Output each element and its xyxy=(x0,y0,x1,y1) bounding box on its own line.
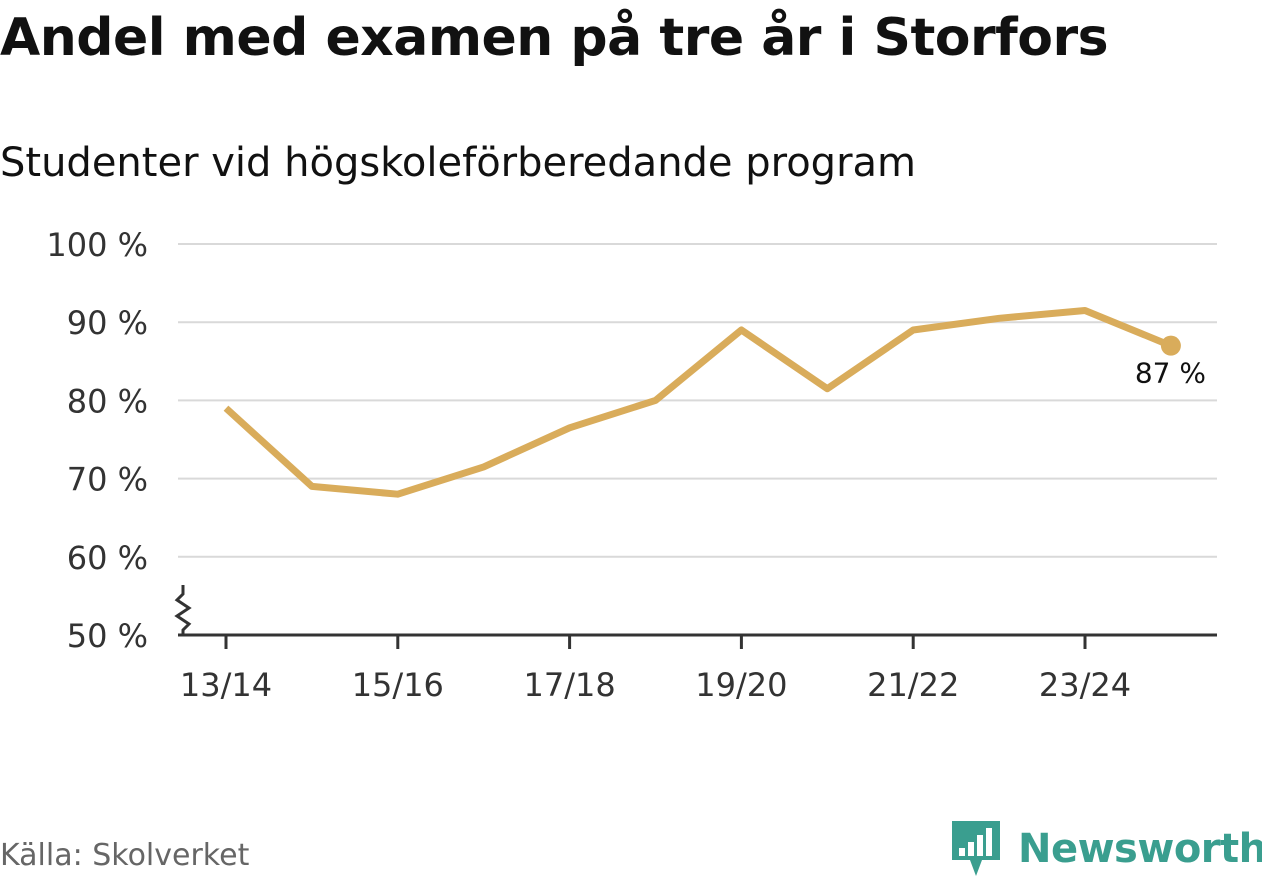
x-tick-label: 23/24 xyxy=(1039,666,1131,704)
brand-name: Newsworthy xyxy=(1018,826,1262,872)
gridlines xyxy=(178,243,1217,558)
x-axis: 13/14 15/16 17/18 19/20 21/22 23/24 xyxy=(178,633,1217,704)
axis-break-zigzag xyxy=(174,585,192,635)
y-tick-label: 50 % xyxy=(67,617,148,655)
brand: Newsworthy xyxy=(950,818,1262,880)
y-tick-label: 70 % xyxy=(67,461,148,499)
data-labels: 87 % xyxy=(1135,357,1206,390)
series-line xyxy=(223,307,1173,498)
source-note: Källa: Skolverket xyxy=(0,838,250,873)
x-tick-label: 13/14 xyxy=(180,666,272,704)
x-tick-label: 21/22 xyxy=(867,666,959,704)
x-tick-label: 15/16 xyxy=(352,666,444,704)
end-value-label: 87 % xyxy=(1135,357,1206,390)
x-tick-label: 17/18 xyxy=(523,666,615,704)
y-tick-label: 60 % xyxy=(67,539,148,577)
y-axis-labels: 100 % 90 % 80 % 70 % 60 % 50 % xyxy=(46,226,148,655)
data-series xyxy=(223,307,1181,498)
chart-title: Andel med examen på tre år i Storfors xyxy=(0,8,1109,68)
y-tick-label: 100 % xyxy=(46,226,148,264)
y-tick-label: 90 % xyxy=(67,304,148,342)
y-tick-label: 80 % xyxy=(67,382,148,420)
series-end-point xyxy=(1160,335,1181,356)
axis-break xyxy=(174,585,192,635)
chart-subtitle: Studenter vid högskoleförberedande progr… xyxy=(0,140,916,186)
x-tick-label: 19/20 xyxy=(695,666,787,704)
newsworthy-logo-icon xyxy=(952,821,1000,876)
